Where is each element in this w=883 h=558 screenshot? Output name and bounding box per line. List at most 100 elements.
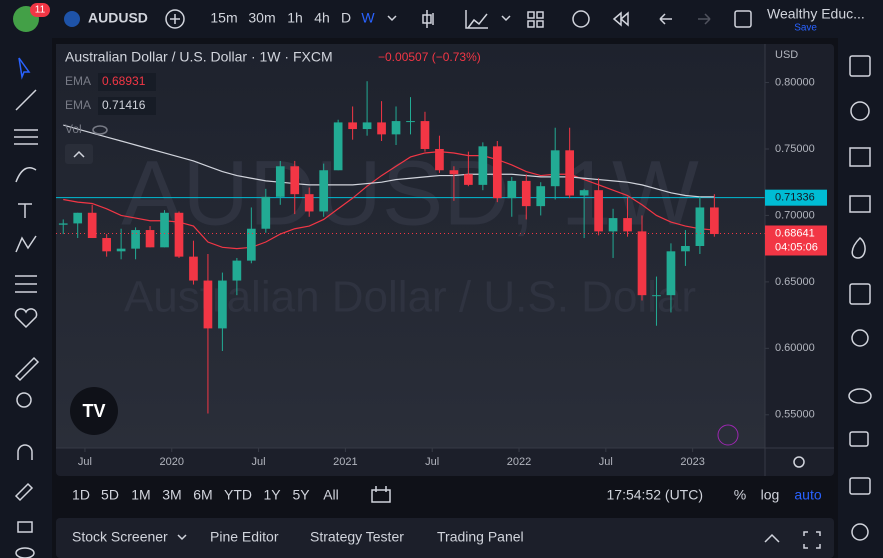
add-symbol[interactable] bbox=[165, 9, 185, 29]
interval-button[interactable]: W bbox=[361, 10, 375, 26]
indicator-legend: EMA 0.68931 EMA 0.71416 bbox=[65, 73, 156, 115]
account-name[interactable]: Wealthy Educ... bbox=[767, 6, 865, 22]
range-button[interactable]: 1D bbox=[72, 487, 90, 503]
y-tick-label: 0.55000 bbox=[775, 409, 815, 421]
candle-body bbox=[377, 122, 386, 135]
footer-tabs: Stock Screener Pine Editor Strategy Tester… bbox=[72, 529, 524, 545]
screener-dropdown[interactable] bbox=[177, 534, 187, 541]
brush-tool[interactable] bbox=[15, 167, 37, 183]
news[interactable] bbox=[849, 147, 871, 167]
y-tick-label: 0.65000 bbox=[775, 276, 815, 288]
countdown: 04:05:06 bbox=[775, 241, 818, 253]
chat[interactable] bbox=[848, 388, 872, 404]
candle-body bbox=[652, 295, 661, 297]
measure-tool[interactable] bbox=[14, 356, 40, 382]
alert[interactable] bbox=[572, 10, 590, 28]
symbol[interactable]: AUDUSD bbox=[88, 10, 148, 26]
log-toggle[interactable]: log bbox=[761, 487, 780, 503]
footer-tab[interactable]: Stock Screener bbox=[72, 529, 168, 545]
lock-tool[interactable] bbox=[17, 521, 33, 533]
collapse-arrow bbox=[73, 150, 85, 158]
x-tick-label: 2022 bbox=[507, 456, 531, 468]
watchlist[interactable] bbox=[849, 55, 871, 77]
time-axis: Jul 2020 Jul 2021 Jul 2022 Jul 2023 bbox=[78, 448, 705, 468]
redo[interactable] bbox=[698, 13, 711, 25]
candle-body bbox=[261, 196, 271, 229]
candle-body bbox=[218, 280, 227, 329]
range-button[interactable]: 5Y bbox=[292, 487, 310, 503]
x-tick-label: 2023 bbox=[680, 456, 704, 468]
magnet-tool[interactable] bbox=[17, 444, 33, 460]
candle-body bbox=[304, 194, 314, 212]
horizontal-line-label-bg bbox=[765, 189, 827, 206]
collapse-legend[interactable] bbox=[65, 144, 93, 164]
footer-tab[interactable]: Pine Editor bbox=[210, 529, 279, 545]
candle-body bbox=[623, 218, 632, 232]
alerts-panel[interactable] bbox=[850, 101, 870, 121]
percent-toggle[interactable]: % bbox=[734, 487, 746, 503]
pattern-tool[interactable] bbox=[15, 235, 37, 253]
indicators[interactable] bbox=[465, 10, 488, 29]
fib-tool[interactable] bbox=[14, 129, 38, 145]
flag-icon bbox=[64, 11, 80, 27]
interval-button[interactable]: 15m bbox=[210, 10, 237, 26]
footer-tab[interactable]: Strategy Tester bbox=[310, 529, 404, 545]
maximize-panel[interactable] bbox=[764, 533, 780, 543]
save-label[interactable]: Save bbox=[794, 23, 817, 34]
events-icon[interactable] bbox=[717, 424, 739, 446]
date-range-icon[interactable] bbox=[371, 486, 391, 503]
stay-drawing[interactable] bbox=[14, 482, 34, 502]
prediction-tool[interactable] bbox=[15, 275, 37, 293]
replay[interactable] bbox=[612, 11, 629, 27]
interval-button[interactable]: 30m bbox=[248, 10, 275, 26]
calendar[interactable] bbox=[849, 283, 871, 305]
range-button[interactable]: 3M bbox=[162, 487, 181, 503]
zoom-tool[interactable] bbox=[16, 392, 32, 408]
messages[interactable] bbox=[849, 477, 871, 495]
logo bbox=[70, 387, 118, 435]
candle-body bbox=[290, 166, 300, 195]
icons-tool[interactable] bbox=[14, 308, 38, 329]
range-button[interactable]: 1M bbox=[131, 487, 150, 503]
text-tool[interactable] bbox=[18, 203, 32, 218]
undo[interactable] bbox=[659, 13, 672, 25]
footer-tab[interactable]: Trading Panel bbox=[437, 529, 524, 545]
indicators-dropdown[interactable] bbox=[501, 15, 511, 22]
settings-icon[interactable] bbox=[793, 456, 805, 468]
range-button[interactable]: 6M bbox=[193, 487, 212, 503]
chart-title: Australian Dollar / U.S. Dollar · 1W · F… bbox=[65, 49, 333, 65]
candle-body bbox=[203, 280, 213, 329]
hotlists[interactable] bbox=[849, 195, 871, 213]
badge-bg bbox=[30, 3, 50, 17]
trend-line-tool[interactable] bbox=[15, 89, 37, 111]
volume-hidden-icon[interactable] bbox=[92, 125, 108, 135]
interval-button[interactable]: 1h bbox=[287, 10, 303, 26]
auto-toggle[interactable]: auto bbox=[794, 487, 821, 503]
x-tick-label: 2020 bbox=[160, 456, 184, 468]
range-button[interactable]: 1Y bbox=[263, 487, 281, 503]
interval-button[interactable]: D bbox=[341, 10, 351, 26]
x-tick-label: Jul bbox=[252, 456, 266, 468]
layout-toggle[interactable] bbox=[734, 10, 752, 28]
interval-button[interactable]: 4h bbox=[314, 10, 330, 26]
ideas[interactable] bbox=[851, 329, 869, 347]
range-button[interactable]: 5D bbox=[101, 487, 119, 503]
currency-label[interactable]: USD bbox=[775, 49, 798, 61]
help[interactable] bbox=[851, 523, 869, 541]
fullscreen[interactable] bbox=[803, 531, 821, 549]
chart-type[interactable] bbox=[422, 10, 434, 28]
hide-tool[interactable] bbox=[15, 547, 35, 558]
candle-body bbox=[710, 207, 719, 235]
layouts[interactable] bbox=[527, 11, 544, 28]
y-tick-label: 0.70000 bbox=[775, 209, 815, 221]
indicator-name: EMA bbox=[65, 98, 91, 112]
candle-body bbox=[131, 230, 140, 249]
range-button[interactable]: All bbox=[323, 487, 339, 503]
streams[interactable] bbox=[849, 431, 869, 447]
trends[interactable] bbox=[851, 237, 866, 259]
range-button[interactable]: YTD bbox=[224, 487, 252, 503]
interval-dropdown[interactable] bbox=[387, 15, 397, 22]
cursor-tool[interactable] bbox=[18, 57, 31, 80]
candle-body bbox=[521, 180, 531, 207]
